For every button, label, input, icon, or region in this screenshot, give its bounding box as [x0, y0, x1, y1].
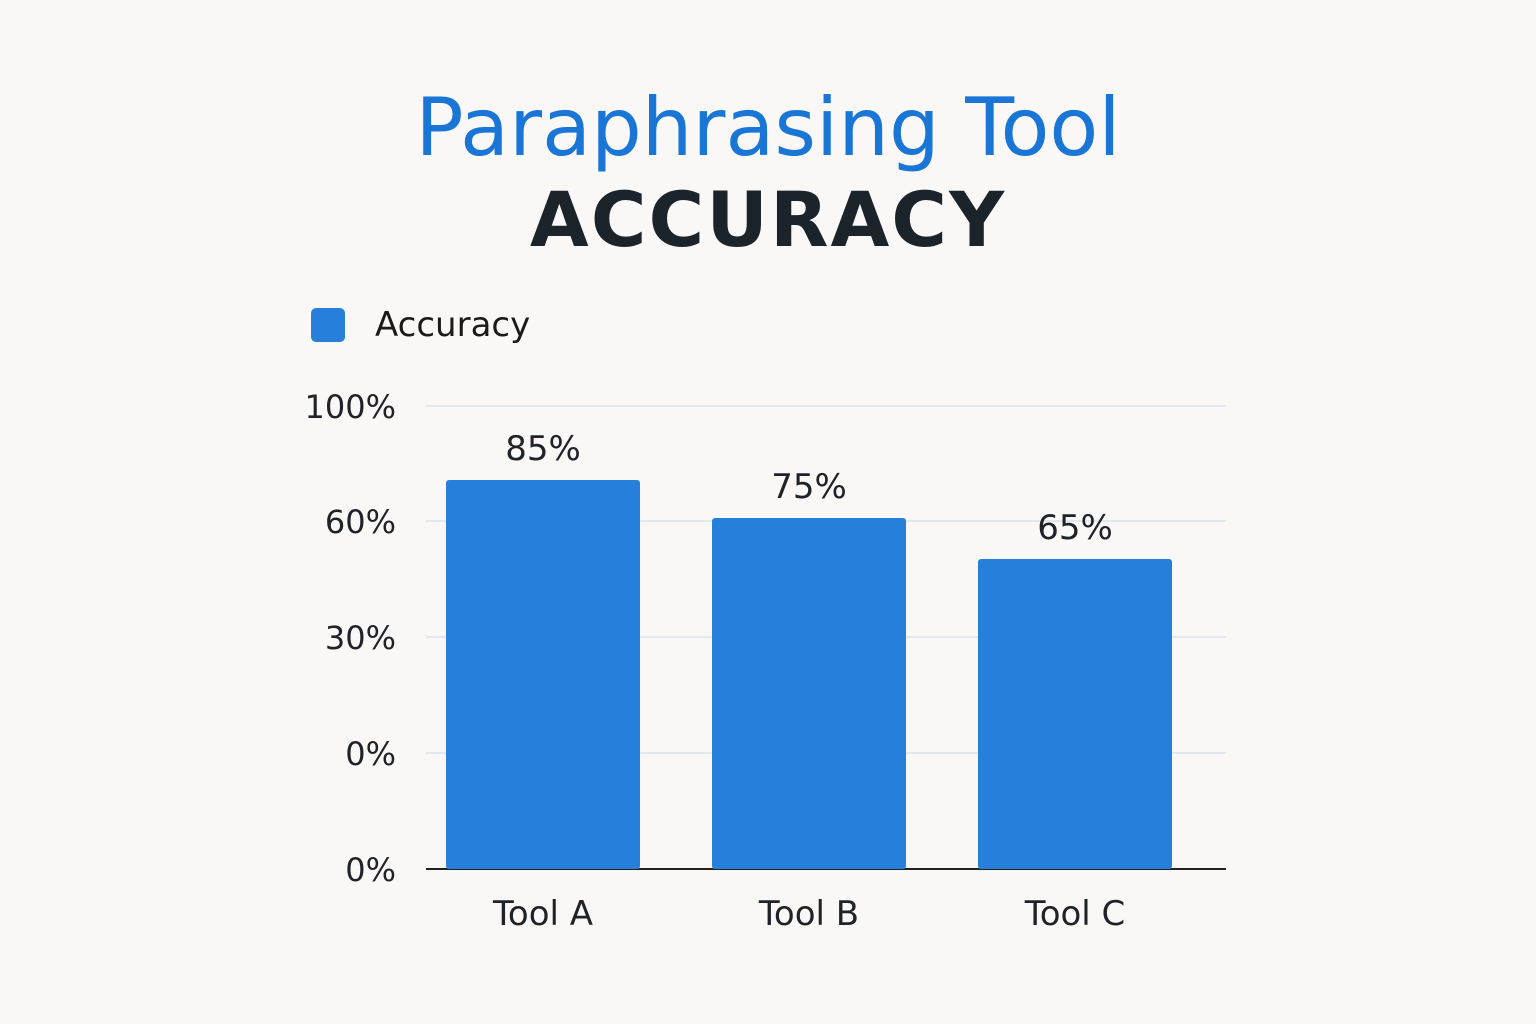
bar-tool-b [712, 518, 906, 869]
y-tick-label: 0% [345, 851, 396, 889]
bar-tool-a [446, 480, 640, 869]
y-tick-label: 60% [325, 503, 396, 541]
y-tick-label: 0% [345, 735, 396, 773]
y-axis-ticks: 100% 60% 30% 0% 0% [305, 388, 396, 889]
chart-title: Paraphrasing Tool [415, 81, 1121, 174]
x-axis-categories: Tool A Tool B Tool C [492, 894, 1125, 934]
legend-swatch [311, 308, 345, 342]
bars [446, 480, 1172, 869]
x-category-label: Tool B [758, 894, 859, 934]
data-label: 75% [771, 467, 847, 507]
x-category-label: Tool C [1024, 894, 1126, 934]
data-label: 65% [1037, 508, 1113, 548]
bar-tool-c [978, 559, 1172, 869]
legend-label: Accuracy [375, 305, 531, 345]
chart-legend: Accuracy [311, 304, 530, 346]
data-label: 85% [505, 429, 581, 469]
x-category-label: Tool A [492, 894, 593, 934]
y-tick-label: 100% [305, 388, 396, 426]
data-labels: 85% 75% 65% [505, 429, 1113, 548]
chart-subtitle: ACCURACY [529, 175, 1007, 264]
y-tick-label: 30% [325, 619, 396, 657]
